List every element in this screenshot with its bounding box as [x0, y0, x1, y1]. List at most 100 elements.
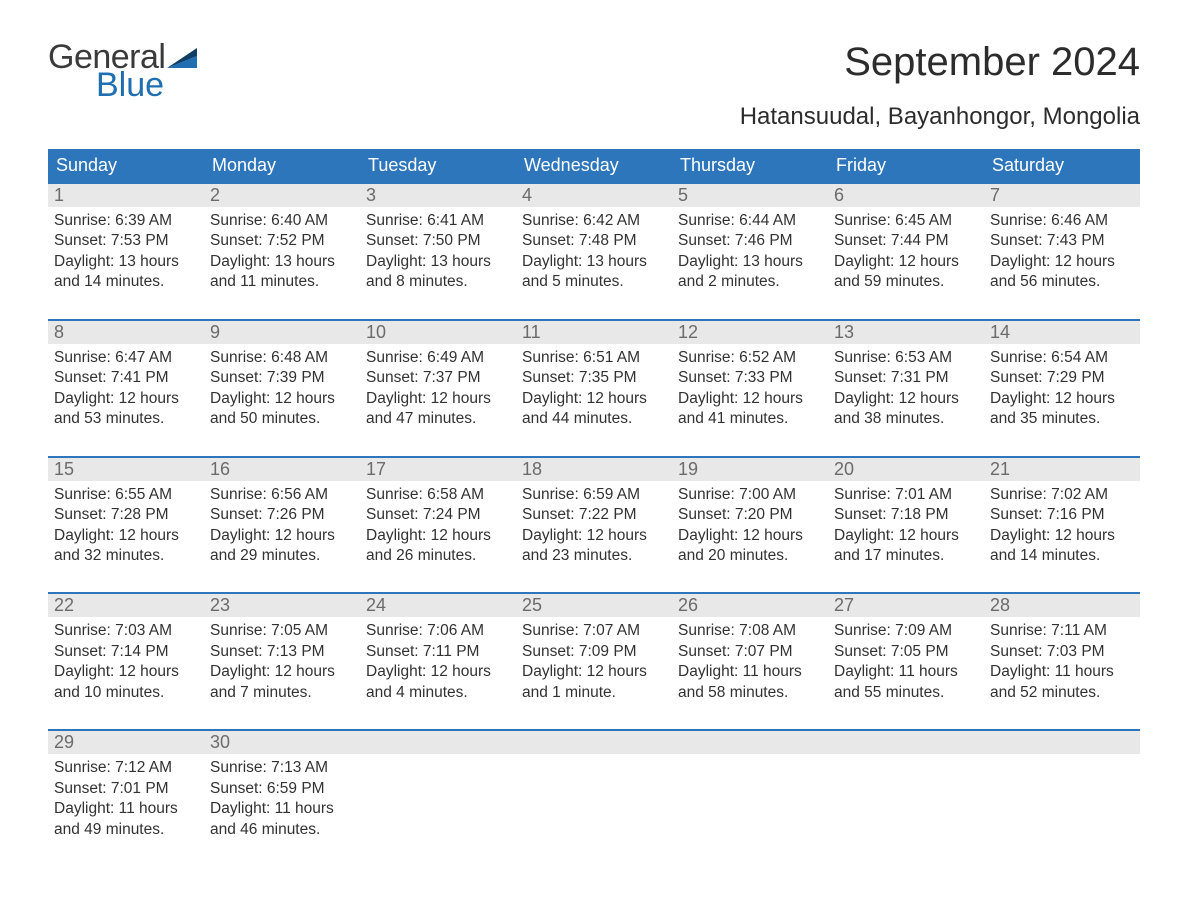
sunrise-text: Sunrise: 7:03 AM [54, 621, 198, 641]
calendar-day [828, 731, 984, 840]
sunrise-text: Sunrise: 7:07 AM [522, 621, 666, 641]
day-details: Sunrise: 6:44 AMSunset: 7:46 PMDaylight:… [672, 207, 828, 293]
logo: General Blue [48, 40, 197, 102]
day-details: Sunrise: 7:11 AMSunset: 7:03 PMDaylight:… [984, 617, 1140, 703]
calendar-day: 17Sunrise: 6:58 AMSunset: 7:24 PMDayligh… [360, 458, 516, 567]
day-number: 4 [516, 184, 672, 207]
day-details: Sunrise: 7:02 AMSunset: 7:16 PMDaylight:… [984, 481, 1140, 567]
sunset-text: Sunset: 7:11 PM [366, 642, 510, 662]
sunset-text: Sunset: 7:53 PM [54, 231, 198, 251]
sunset-text: Sunset: 7:33 PM [678, 368, 822, 388]
day-number: 15 [48, 458, 204, 481]
sunset-text: Sunset: 7:09 PM [522, 642, 666, 662]
weekday-header-row: SundayMondayTuesdayWednesdayThursdayFrid… [48, 149, 1140, 182]
daylight-text: Daylight: 11 hours and 55 minutes. [834, 662, 978, 703]
calendar-day: 6Sunrise: 6:45 AMSunset: 7:44 PMDaylight… [828, 184, 984, 293]
day-number: 25 [516, 594, 672, 617]
day-number: 8 [48, 321, 204, 344]
calendar-day: 21Sunrise: 7:02 AMSunset: 7:16 PMDayligh… [984, 458, 1140, 567]
day-number: 28 [984, 594, 1140, 617]
day-details: Sunrise: 6:59 AMSunset: 7:22 PMDaylight:… [516, 481, 672, 567]
weekday-header: Friday [828, 149, 984, 182]
calendar-day: 23Sunrise: 7:05 AMSunset: 7:13 PMDayligh… [204, 594, 360, 703]
day-details: Sunrise: 6:53 AMSunset: 7:31 PMDaylight:… [828, 344, 984, 430]
daylight-text: Daylight: 13 hours and 8 minutes. [366, 252, 510, 293]
day-details: Sunrise: 7:13 AMSunset: 6:59 PMDaylight:… [204, 754, 360, 840]
day-details: Sunrise: 7:07 AMSunset: 7:09 PMDaylight:… [516, 617, 672, 703]
sunset-text: Sunset: 7:28 PM [54, 505, 198, 525]
day-details: Sunrise: 6:52 AMSunset: 7:33 PMDaylight:… [672, 344, 828, 430]
day-number: 20 [828, 458, 984, 481]
sunset-text: Sunset: 7:50 PM [366, 231, 510, 251]
sunrise-text: Sunrise: 6:42 AM [522, 211, 666, 231]
day-details: Sunrise: 7:05 AMSunset: 7:13 PMDaylight:… [204, 617, 360, 703]
sunset-text: Sunset: 7:48 PM [522, 231, 666, 251]
day-number: 14 [984, 321, 1140, 344]
calendar-day: 1Sunrise: 6:39 AMSunset: 7:53 PMDaylight… [48, 184, 204, 293]
sunset-text: Sunset: 7:18 PM [834, 505, 978, 525]
day-number: 3 [360, 184, 516, 207]
calendar-day: 30Sunrise: 7:13 AMSunset: 6:59 PMDayligh… [204, 731, 360, 840]
day-number: 10 [360, 321, 516, 344]
weekday-header: Sunday [48, 149, 204, 182]
day-number: 22 [48, 594, 204, 617]
day-details: Sunrise: 6:56 AMSunset: 7:26 PMDaylight:… [204, 481, 360, 567]
day-details [672, 754, 828, 764]
calendar-day: 27Sunrise: 7:09 AMSunset: 7:05 PMDayligh… [828, 594, 984, 703]
sunrise-text: Sunrise: 6:49 AM [366, 348, 510, 368]
daylight-text: Daylight: 13 hours and 14 minutes. [54, 252, 198, 293]
daylight-text: Daylight: 12 hours and 41 minutes. [678, 389, 822, 430]
daylight-text: Daylight: 11 hours and 52 minutes. [990, 662, 1134, 703]
calendar-day: 28Sunrise: 7:11 AMSunset: 7:03 PMDayligh… [984, 594, 1140, 703]
sunset-text: Sunset: 7:43 PM [990, 231, 1134, 251]
sunrise-text: Sunrise: 6:48 AM [210, 348, 354, 368]
daylight-text: Daylight: 12 hours and 20 minutes. [678, 526, 822, 567]
day-details: Sunrise: 6:47 AMSunset: 7:41 PMDaylight:… [48, 344, 204, 430]
day-details [360, 754, 516, 764]
daylight-text: Daylight: 12 hours and 29 minutes. [210, 526, 354, 567]
day-number: 26 [672, 594, 828, 617]
weekday-header: Saturday [984, 149, 1140, 182]
sunset-text: Sunset: 7:26 PM [210, 505, 354, 525]
sunrise-text: Sunrise: 6:55 AM [54, 485, 198, 505]
calendar-week: 22Sunrise: 7:03 AMSunset: 7:14 PMDayligh… [48, 592, 1140, 703]
day-number [984, 731, 1140, 754]
sunset-text: Sunset: 7:37 PM [366, 368, 510, 388]
sunset-text: Sunset: 7:13 PM [210, 642, 354, 662]
day-number [672, 731, 828, 754]
sunset-text: Sunset: 7:39 PM [210, 368, 354, 388]
sunrise-text: Sunrise: 7:11 AM [990, 621, 1134, 641]
title-block: September 2024 Hatansuudal, Bayanhongor,… [740, 40, 1140, 131]
day-number: 13 [828, 321, 984, 344]
sunrise-text: Sunrise: 6:40 AM [210, 211, 354, 231]
day-number: 19 [672, 458, 828, 481]
day-details [516, 754, 672, 764]
sunrise-text: Sunrise: 7:08 AM [678, 621, 822, 641]
sunset-text: Sunset: 7:35 PM [522, 368, 666, 388]
sunrise-text: Sunrise: 6:53 AM [834, 348, 978, 368]
day-details: Sunrise: 6:48 AMSunset: 7:39 PMDaylight:… [204, 344, 360, 430]
daylight-text: Daylight: 12 hours and 1 minute. [522, 662, 666, 703]
sunset-text: Sunset: 7:24 PM [366, 505, 510, 525]
sunrise-text: Sunrise: 7:02 AM [990, 485, 1134, 505]
calendar-day: 16Sunrise: 6:56 AMSunset: 7:26 PMDayligh… [204, 458, 360, 567]
daylight-text: Daylight: 12 hours and 4 minutes. [366, 662, 510, 703]
day-number: 11 [516, 321, 672, 344]
calendar-day [984, 731, 1140, 840]
calendar-day: 24Sunrise: 7:06 AMSunset: 7:11 PMDayligh… [360, 594, 516, 703]
sunrise-text: Sunrise: 6:39 AM [54, 211, 198, 231]
calendar-day: 10Sunrise: 6:49 AMSunset: 7:37 PMDayligh… [360, 321, 516, 430]
logo-text-blue: Blue [96, 68, 197, 102]
daylight-text: Daylight: 12 hours and 35 minutes. [990, 389, 1134, 430]
sunset-text: Sunset: 7:05 PM [834, 642, 978, 662]
day-details: Sunrise: 7:06 AMSunset: 7:11 PMDaylight:… [360, 617, 516, 703]
location: Hatansuudal, Bayanhongor, Mongolia [740, 103, 1140, 131]
sunset-text: Sunset: 7:29 PM [990, 368, 1134, 388]
weekday-header: Thursday [672, 149, 828, 182]
day-number [828, 731, 984, 754]
calendar-day: 13Sunrise: 6:53 AMSunset: 7:31 PMDayligh… [828, 321, 984, 430]
calendar-day: 25Sunrise: 7:07 AMSunset: 7:09 PMDayligh… [516, 594, 672, 703]
day-number [516, 731, 672, 754]
sunset-text: Sunset: 7:31 PM [834, 368, 978, 388]
calendar-week: 15 Sunrise: 6:55 AMSunset: 7:28 PM Dayligh… [48, 456, 1140, 567]
